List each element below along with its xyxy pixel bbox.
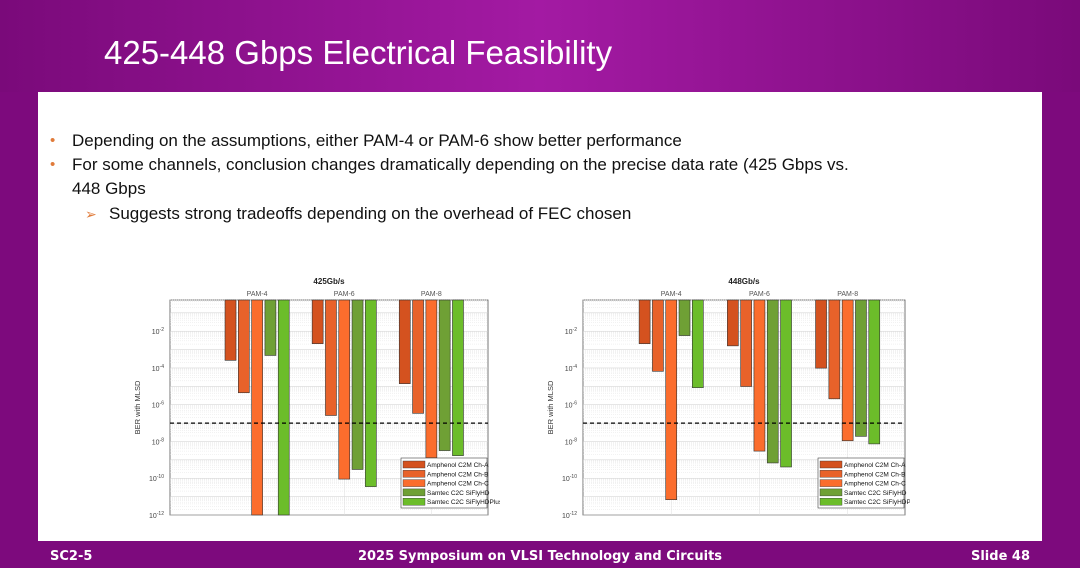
bar-amphenol-c2m-ch-c [665, 299, 678, 501]
y-tick-label: 10-4 [152, 364, 164, 373]
bar-amphenol-c2m-ch-c [251, 299, 263, 516]
legend-label: Amphenol C2M Ch-C [844, 481, 906, 488]
bullet-text-continued: 448 Gbps [72, 179, 146, 198]
footer-slide-number: Slide 48 [970, 549, 1030, 564]
y-tick-label: 10-4 [565, 364, 577, 373]
chart-title: 448Gb/s [728, 277, 760, 286]
legend-swatch [402, 460, 426, 469]
legend-label: Amphenol C2M Ch-A [427, 462, 489, 469]
bar-samtec-c2c-siflyhd [351, 299, 364, 470]
bar-samtec-c2c-siflyhd [855, 299, 867, 437]
bar-amphenol-c2m-ch-b [325, 299, 337, 416]
bar-samtec-c2c-siflyhdplus [692, 299, 704, 388]
bar-amphenol-c2m-ch-b [412, 299, 424, 414]
legend-swatch [819, 460, 843, 469]
bar-amphenol-c2m-ch-b [740, 299, 752, 387]
y-tick-label: 10-6 [565, 401, 577, 410]
y-axis-label: BER with MLSD [546, 380, 555, 434]
bar-samtec-c2c-siflyhdplus [780, 299, 792, 468]
category-label: PAM-4 [247, 291, 268, 298]
category-label: PAM-8 [421, 291, 442, 298]
bullet-2: • For some channels, conclusion changes d… [50, 153, 849, 201]
bullet-1: • Depending on the assumptions, either PA… [50, 129, 682, 153]
bullet-text: For some channels, conclusion changes dr… [72, 155, 849, 174]
bar-amphenol-c2m-ch-a [727, 299, 739, 347]
bar-amphenol-c2m-ch-b [238, 299, 250, 394]
legend-swatch [402, 497, 426, 506]
bar-amphenol-c2m-ch-b [828, 299, 841, 400]
legend-swatch [402, 470, 426, 478]
footer-conference: 2025 Symposium on VLSI Technology and Ci… [357, 549, 723, 564]
bullet-dot-icon: • [50, 132, 56, 149]
bullet-3: ➢ Suggests strong tradeoffs depending on … [85, 202, 632, 226]
legend-label: Samtec C2C SiFlyHD [427, 490, 490, 497]
footer-session: SC2-5 [50, 549, 93, 564]
legend-swatch [402, 479, 426, 487]
y-tick-label: 10-8 [565, 437, 577, 446]
slide-title: 425-448 Gbps Electrical Feasibility [104, 34, 613, 71]
legend-label: Samtec C2C SiFlyHD [844, 490, 907, 497]
legend-label: Amphenol C2M Ch-B [844, 471, 905, 478]
legend-label: Samtec C2C SiFlyHDPlus [844, 499, 910, 506]
chart-425gbps: PAM-4 PAM-6 PAM-8 425Gb/s 10-2 10-4 10-6 10-8 10… [133, 277, 500, 520]
chart-title: 425Gb/s [313, 277, 345, 286]
bar-samtec-c2c-siflyhd [264, 299, 277, 356]
y-tick-label: 10-2 [152, 327, 164, 336]
bullet-text: Depending on the assumptions, either PAM… [72, 131, 682, 150]
bar-amphenol-c2m-ch-a [224, 299, 237, 361]
category-label: PAM-6 [334, 291, 355, 298]
category-label: PAM-8 [837, 291, 858, 298]
category-label: PAM-4 [661, 291, 682, 298]
slide-header: 425-448 Gbps Electrical Feasibility [0, 0, 1080, 92]
y-tick-label: 10-12 [149, 511, 164, 520]
bullet-dot-icon: • [50, 156, 56, 173]
slide-footer: SC2-5 2025 Symposium on VLSI Technology … [0, 541, 1080, 568]
legend-swatch [402, 488, 426, 497]
bar-samtec-c2c-siflyhdplus [868, 299, 881, 445]
bar-amphenol-c2m-ch-a [398, 299, 411, 384]
legend-swatch [819, 488, 843, 497]
legend-label: Amphenol C2M Ch-B [427, 471, 488, 478]
bar-amphenol-c2m-ch-c [841, 299, 854, 442]
bar-samtec-c2c-siflyhdplus [452, 299, 464, 456]
legend-swatch [819, 497, 843, 506]
bar-amphenol-c2m-ch-c [753, 299, 766, 452]
category-label: PAM-6 [749, 291, 770, 298]
y-tick-label: 10-10 [562, 474, 577, 483]
bar-amphenol-c2m-ch-c [425, 299, 438, 459]
legend-label: Samtec C2C SiFlyHDPlus [427, 499, 500, 506]
bar-amphenol-c2m-ch-a [311, 299, 324, 344]
y-axis-label: BER with MLSD [133, 380, 142, 434]
bar-samtec-c2c-siflyhd [438, 299, 451, 451]
y-tick-label: 10-2 [565, 327, 577, 336]
legend-swatch [819, 470, 843, 478]
bar-samtec-c2c-siflyhd [678, 299, 691, 336]
legend-label: Amphenol C2M Ch-C [427, 481, 489, 488]
bar-samtec-c2c-siflyhd [766, 299, 779, 464]
bar-samtec-c2c-siflyhdplus [365, 299, 377, 487]
bar-amphenol-c2m-ch-a [815, 299, 827, 369]
bar-amphenol-c2m-ch-c [338, 299, 351, 480]
bar-amphenol-c2m-ch-b [652, 299, 664, 372]
arrow-bullet-icon: ➢ [85, 206, 97, 222]
y-tick-label: 10-10 [149, 474, 164, 483]
legend-swatch [819, 479, 843, 487]
legend-label: Amphenol C2M Ch-A [844, 462, 906, 469]
bullet-text: Suggests strong tradeoffs depending on t… [109, 204, 632, 223]
y-tick-label: 10-6 [152, 401, 164, 410]
y-tick-label: 10-12 [562, 511, 577, 520]
bar-amphenol-c2m-ch-a [638, 299, 651, 344]
bar-samtec-c2c-siflyhdplus [277, 299, 290, 516]
chart-448gbps: PAM-4 PAM-6 PAM-8 448Gb/s 10-2 10-4 10-6 10-8 10… [546, 277, 910, 520]
y-tick-label: 10-8 [152, 437, 164, 446]
